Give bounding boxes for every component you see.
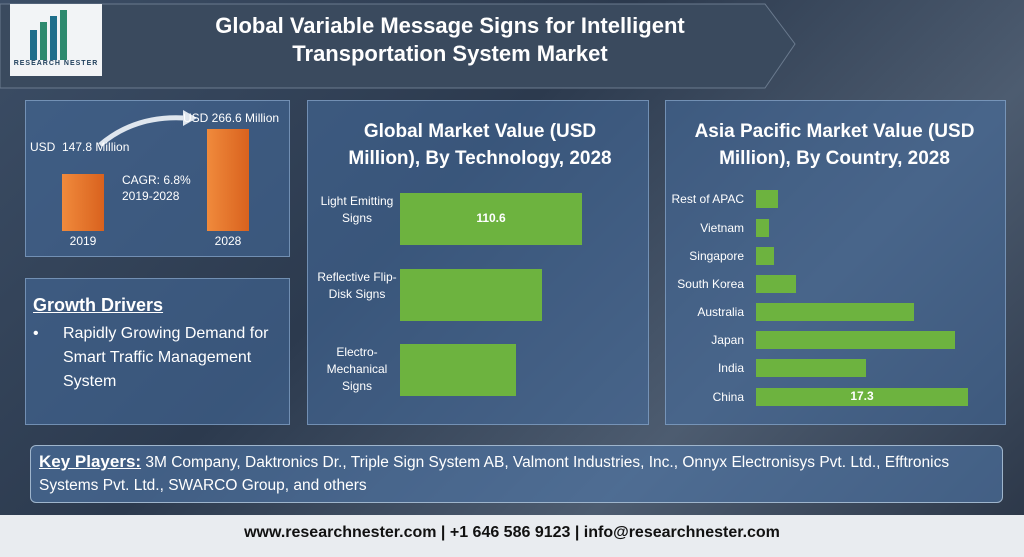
bar — [756, 388, 968, 406]
bar — [400, 193, 582, 245]
key-players: Key Players: 3M Company, Daktronics Dr.,… — [30, 445, 1003, 503]
y-tick-label: Light Emitting Signs — [320, 194, 394, 225]
x-tick-label: 2019 — [69, 234, 97, 248]
y-tick-label: Rest of APAC — [671, 192, 744, 206]
bar — [207, 129, 249, 231]
title: Global Variable Message Signs for Intell… — [215, 13, 685, 66]
header-banner — [0, 3, 796, 89]
arrow-curve — [98, 115, 186, 147]
logo-bar — [50, 16, 57, 60]
bullet: • — [33, 325, 39, 342]
panel-drivers — [25, 278, 290, 425]
panel-tech — [307, 100, 649, 425]
x-tick-label: 2028 — [214, 234, 242, 248]
bar — [756, 275, 797, 293]
arrow-head — [183, 110, 197, 126]
driver-text: Rapidly Growing Demand for Smart Traffic… — [63, 325, 269, 390]
logo-text: RESEARCH NESTER — [13, 60, 99, 67]
arrow — [98, 110, 197, 147]
logo-bar — [30, 30, 37, 60]
bar — [400, 344, 516, 396]
y-tick-label: Reflective Flip-Disk Signs — [317, 270, 397, 301]
cagr: CAGR: 6.8% 2019-2028 — [122, 172, 191, 204]
y-tick-label: Japan — [711, 333, 744, 347]
value-label: 110.6 — [476, 211, 506, 225]
y-tick-label: India — [717, 361, 744, 375]
footer-bar — [0, 515, 1024, 557]
bar — [756, 303, 915, 321]
chart-title: Global Market Value (USD Million), By Te… — [348, 121, 612, 169]
logo-bar — [60, 10, 67, 60]
bar — [756, 359, 867, 377]
drivers-list: • Rapidly Growing Demand for Smart Traffi… — [33, 322, 273, 394]
y-tick-label: Singapore — [689, 249, 744, 263]
bar — [756, 219, 770, 237]
key-players-label: Key Players: — [39, 452, 142, 471]
value-label: 17.3 — [850, 389, 874, 403]
cagr-period: 2019-2028 — [122, 189, 180, 203]
value-label: USD 266.6 Million — [183, 111, 280, 125]
bar — [756, 331, 955, 349]
cagr-value: CAGR: 6.8% — [122, 173, 191, 187]
chart-title: Asia Pacific Market Value (USD Million),… — [694, 121, 975, 169]
y-tick-label: Vietnam — [700, 221, 744, 235]
logo-bar — [40, 22, 47, 60]
y-tick-label: South Korea — [677, 277, 744, 291]
bar — [756, 247, 775, 265]
value-label: USD 147.8 Million — [30, 140, 130, 154]
bar — [756, 190, 779, 208]
driver-item: • Rapidly Growing Demand for Smart Traffi… — [33, 322, 273, 394]
key-players-text: 3M Company, Daktronics Dr., Triple Sign … — [39, 454, 950, 494]
y-tick-label: China — [712, 390, 744, 404]
footer: www.researchnester.com | +1 646 586 9123… — [244, 524, 780, 541]
bar — [62, 174, 104, 231]
y-tick-label: Electro-Mechanical Signs — [326, 345, 388, 393]
bar — [400, 269, 542, 321]
drivers-title: Growth Drivers — [33, 295, 164, 315]
y-tick-label: Australia — [697, 305, 744, 319]
